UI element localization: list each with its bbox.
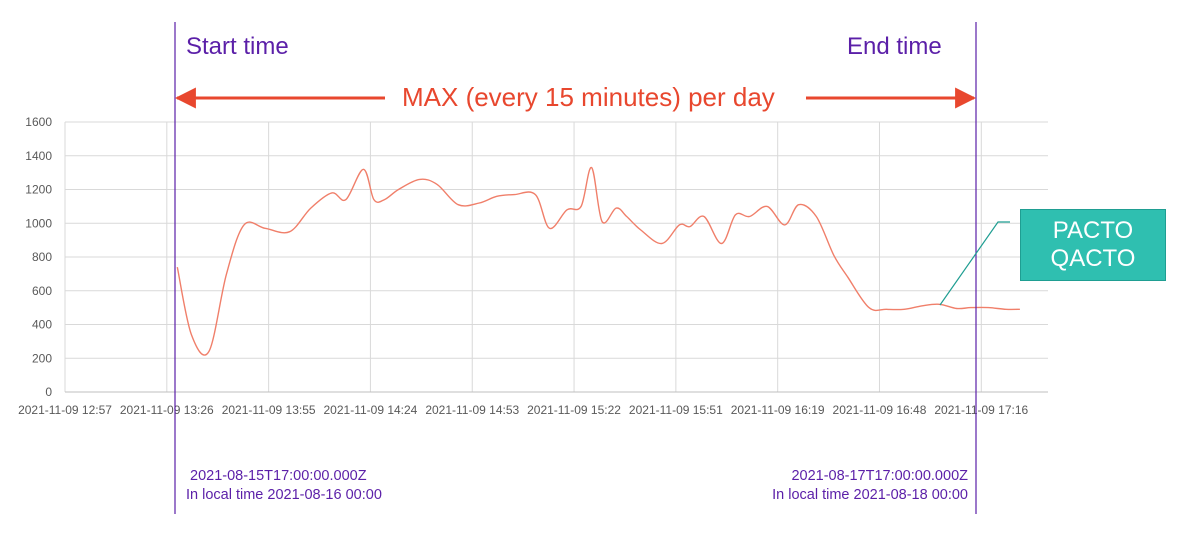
data-point (784, 224, 785, 225)
x-tick-label: 2021-11-09 13:26 (120, 403, 214, 417)
callout-line-1: PACTO (1052, 217, 1134, 244)
data-point (689, 226, 690, 227)
y-tick-label: 600 (32, 284, 52, 298)
end-time-details: 2021-08-17T17:00:00.000Z In local time 2… (740, 467, 968, 505)
data-point (749, 216, 750, 217)
end-time-iso: 2021-08-17T17:00:00.000Z (791, 468, 968, 484)
data-point (847, 277, 848, 278)
data-point (191, 334, 192, 335)
data-point (331, 192, 332, 193)
data-point (581, 206, 582, 207)
data-point (661, 243, 662, 244)
x-tick-label: 2021-11-09 15:51 (629, 403, 723, 417)
data-point (310, 208, 311, 209)
data-point (479, 202, 480, 203)
data-point (798, 204, 799, 205)
data-point (626, 216, 627, 217)
data-point (345, 199, 346, 200)
y-tick-label: 400 (32, 318, 52, 332)
data-point (208, 351, 209, 352)
data-point (921, 305, 922, 306)
start-time-title: Start time (186, 33, 289, 60)
data-point (373, 199, 374, 200)
end-time-title: End time (847, 33, 942, 60)
start-time-local: In local time 2021-08-16 00:00 (186, 487, 382, 503)
start-time-details: 2021-08-15T17:00:00.000Z In local time 2… (186, 467, 382, 505)
x-tick-label: 2021-11-09 15:22 (527, 403, 621, 417)
gridlines (64, 121, 1048, 393)
data-point (868, 307, 869, 308)
callout-line-2: QACTO (1050, 245, 1136, 272)
data-point (956, 308, 957, 309)
data-point (833, 255, 834, 256)
data-point (535, 194, 536, 195)
data-point (1019, 309, 1020, 310)
data-point (384, 199, 385, 200)
axes: 0 200 400 600 800 1000 1200 1400 1600 2021-11-09 … (18, 115, 1048, 417)
data-point (226, 273, 227, 274)
x-tick-label: 2021-11-09 14:53 (425, 403, 519, 417)
data-point (265, 228, 266, 229)
y-tick-label: 1600 (25, 115, 52, 129)
data-point (458, 204, 459, 205)
range-label: MAX (every 15 minutes) per day (392, 82, 785, 113)
start-time-iso: 2021-08-15T17:00:00.000Z (190, 468, 367, 484)
data-point (735, 214, 736, 215)
y-tick-label: 1200 (25, 183, 52, 197)
end-time-local: In local time 2021-08-18 00:00 (772, 487, 968, 503)
data-point (703, 216, 704, 217)
x-tick-label: 2021-11-09 12:57 (18, 403, 112, 417)
data-point (363, 169, 364, 170)
data-point (514, 194, 515, 195)
data-point (904, 309, 905, 310)
data-point (886, 309, 887, 310)
data-point (549, 228, 550, 229)
y-tick-label: 1400 (25, 149, 52, 163)
y-tick-label: 200 (32, 351, 52, 365)
data-point (419, 179, 420, 180)
data-point (679, 224, 680, 225)
x-tick-label: 2021-11-09 16:19 (731, 403, 825, 417)
callout-leader (939, 221, 1010, 306)
x-tick-label: 2021-11-09 17:16 (934, 403, 1028, 417)
data-point (437, 184, 438, 185)
series-layer (176, 166, 1020, 356)
x-tick-label: 2021-11-09 14:24 (324, 403, 418, 417)
data-point (602, 221, 603, 222)
data-point (640, 229, 641, 230)
data-point (591, 167, 592, 168)
y-tick-label: 1000 (25, 216, 52, 230)
annotation-layer (174, 22, 1010, 514)
data-point (1005, 309, 1006, 310)
data-point (496, 196, 497, 197)
data-point (566, 209, 567, 210)
data-point (970, 307, 971, 308)
data-point (988, 307, 989, 308)
data-point (243, 224, 244, 225)
data-point (816, 216, 817, 217)
x-tick-label: 2021-11-09 13:55 (222, 403, 316, 417)
data-point (616, 208, 617, 209)
data-point (767, 206, 768, 207)
data-point (721, 243, 722, 244)
y-tick-label: 800 (32, 250, 52, 264)
data-point (289, 231, 290, 232)
data-point (177, 267, 178, 268)
data-point (398, 189, 399, 190)
series-callout: PACTO QACTO (1020, 209, 1166, 281)
y-tick-label: 0 (45, 385, 52, 399)
series-line (176, 166, 1020, 356)
x-tick-label: 2021-11-09 16:48 (833, 403, 927, 417)
